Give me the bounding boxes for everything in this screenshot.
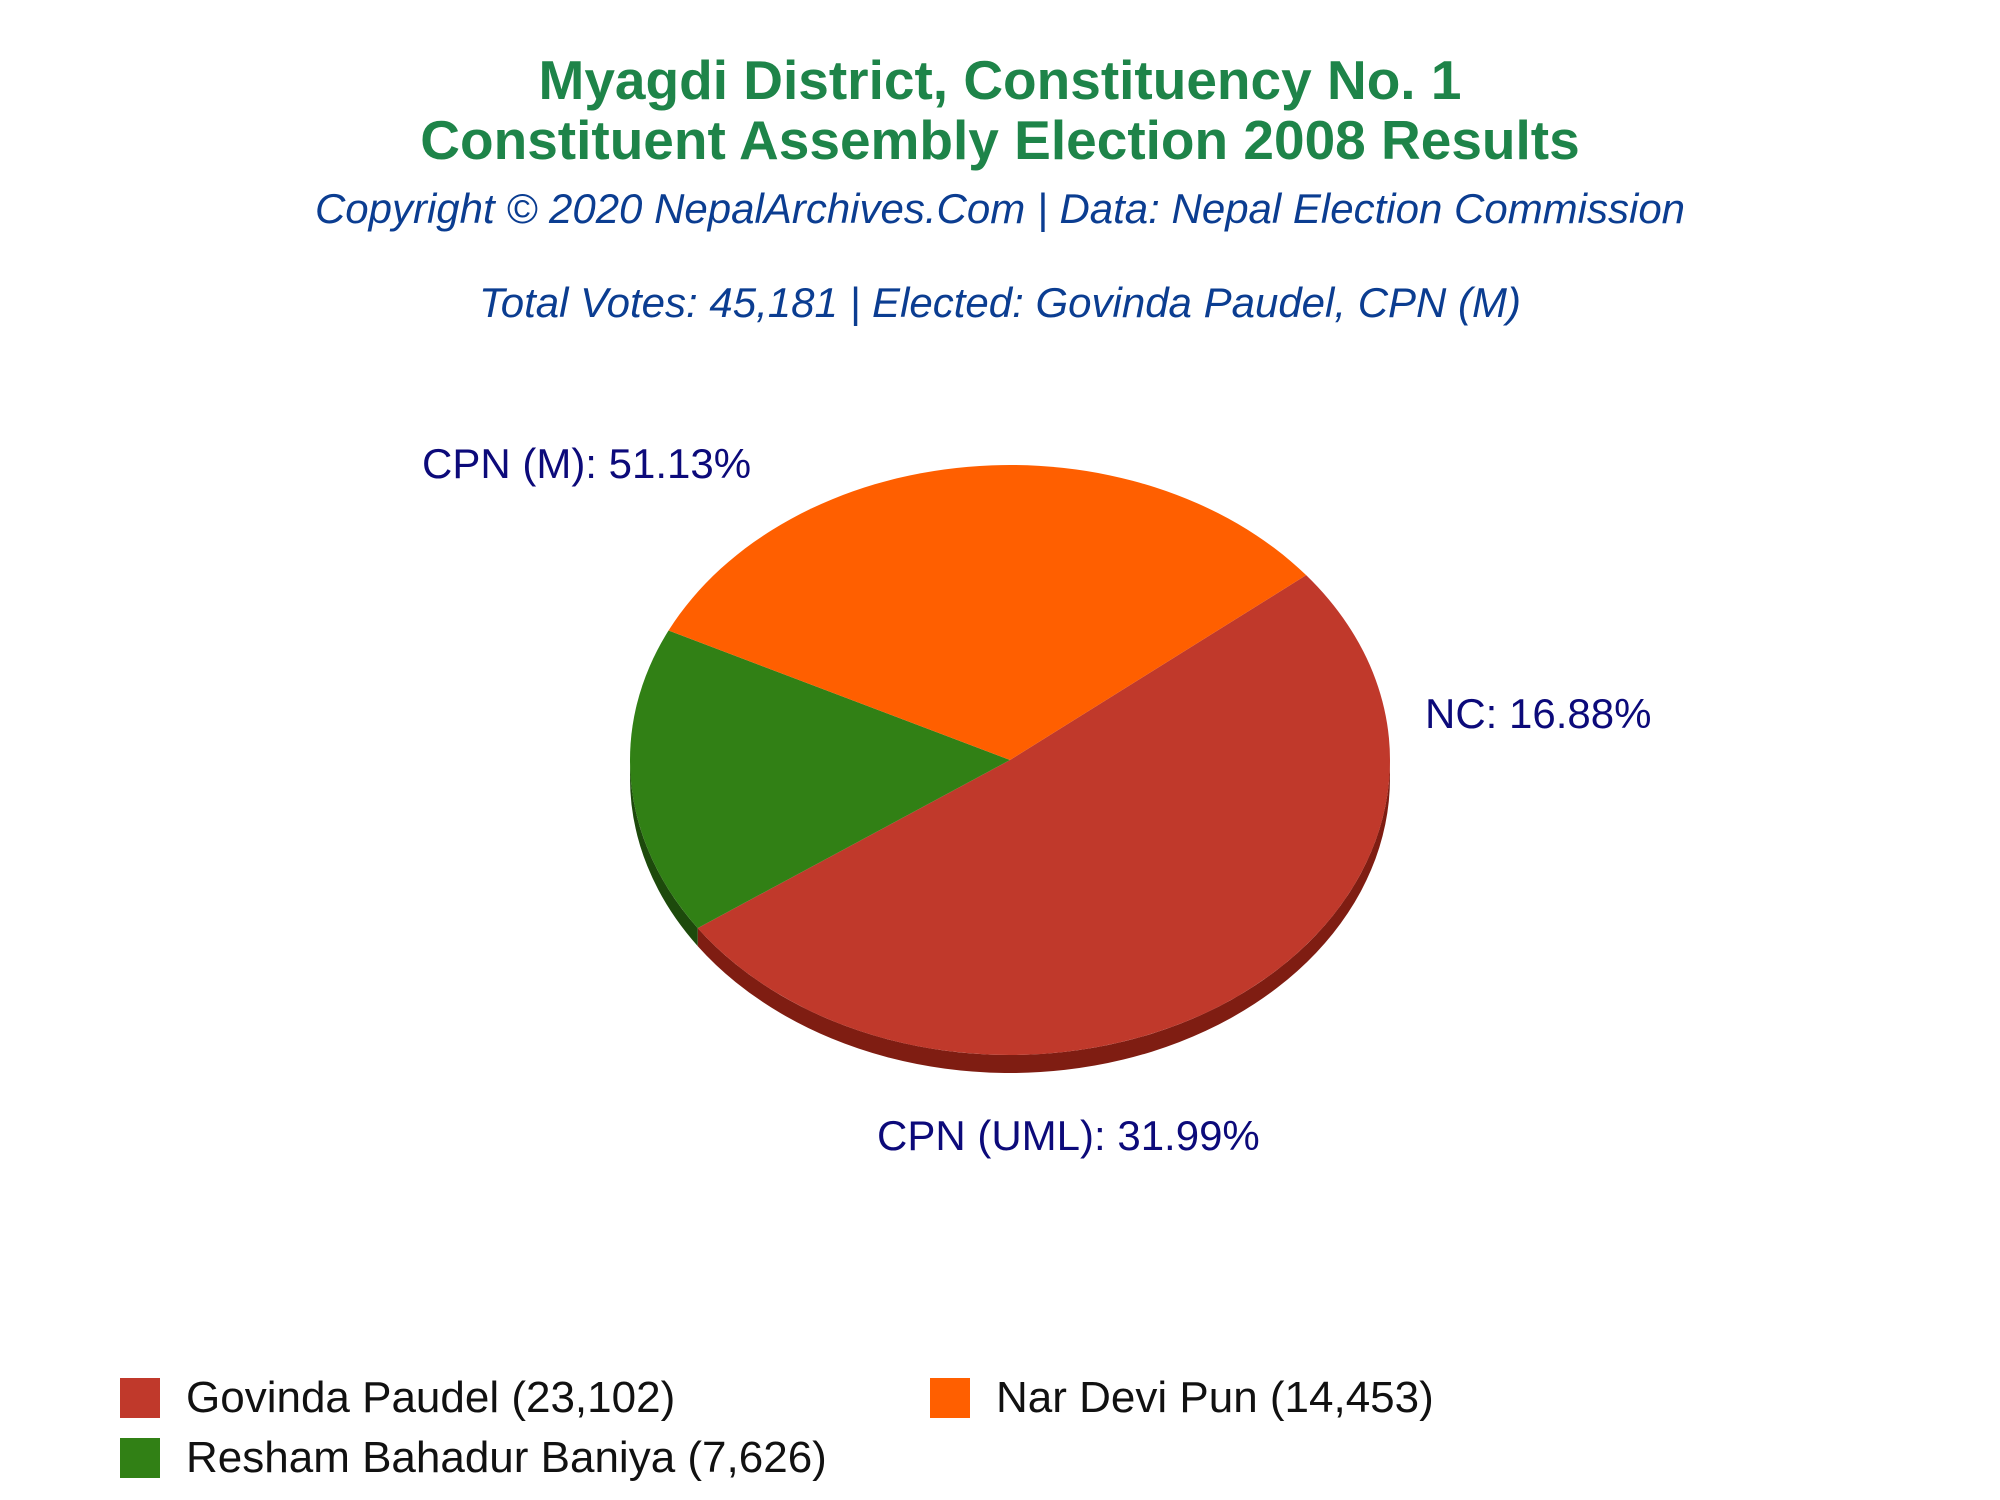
legend-label: Resham Bahadur Baniya (7,626) — [186, 1433, 827, 1482]
chart-title-line1: Myagdi District, Constituency No. 1 — [538, 49, 1462, 111]
legend-swatch — [120, 1438, 160, 1478]
pie-slice-nc — [630, 630, 1010, 929]
copyright-text: Copyright © 2020 NepalArchives.Com | Dat… — [314, 185, 1686, 232]
slice-label-cpn-m: CPN (M): 51.13% — [422, 440, 751, 487]
pie-slice-cpn-m — [697, 575, 1390, 1055]
legend-item-resham-bahadur-baniya: Resham Bahadur Baniya (7,626) — [120, 1428, 827, 1488]
legend-label: Govinda Paudel (23,102) — [186, 1373, 676, 1422]
legend-item-govinda-paudel: Govinda Paudel (23,102) — [120, 1368, 675, 1428]
summary-text: Total Votes: 45,181 | Elected: Govinda P… — [478, 279, 1522, 326]
chart-title-line2: Constituent Assembly Election 2008 Resul… — [420, 109, 1580, 171]
slice-label-nc: NC: 16.88% — [1425, 690, 1651, 737]
pie-side-nc — [630, 760, 698, 947]
slice-label-cpn-uml: CPN (UML): 31.99% — [877, 1112, 1260, 1159]
pie-slices — [630, 464, 1390, 1055]
pie-slice-cpn-uml — [668, 464, 1307, 760]
pie-depth — [630, 760, 1390, 1073]
legend-item-nar-devi-pun: Nar Devi Pun (14,453) — [930, 1368, 1434, 1428]
legend-swatch — [120, 1378, 160, 1418]
legend-label: Nar Devi Pun (14,453) — [996, 1373, 1434, 1422]
legend-swatch — [930, 1378, 970, 1418]
